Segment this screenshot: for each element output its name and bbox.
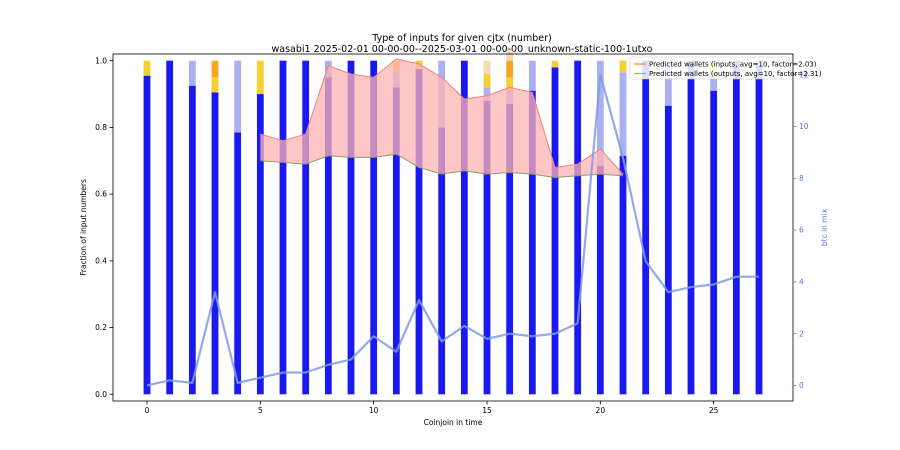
bar-fresh-27 — [755, 65, 763, 395]
bar-remix-17 — [528, 60, 536, 91]
x-tick-label-5: 5 — [258, 406, 263, 415]
bar-fresh-2 — [188, 85, 196, 395]
bar-peach-16 — [506, 50, 514, 61]
bar-remix-21 — [619, 72, 627, 156]
bar-fresh-1 — [166, 60, 174, 395]
wallets-inputs-line — [260, 58, 624, 175]
bar-yellow-21 — [619, 60, 627, 73]
y-tick-label-0.6: 0.6 — [95, 190, 107, 199]
title-group: Type of inputs for given cjtx (number) w… — [271, 33, 652, 55]
plot-frame — [112, 53, 794, 402]
bar-fresh-14 — [460, 60, 468, 395]
y-tick-label-0.8: 0.8 — [95, 123, 107, 132]
bar-fresh-11 — [392, 87, 400, 395]
bar-yellow-3 — [211, 77, 219, 93]
x-axis-label: Coinjoin in time — [424, 418, 483, 427]
bar-fresh-23 — [664, 105, 672, 395]
bar-fresh-12 — [415, 69, 423, 395]
y2-tick-label-4: 4 — [799, 277, 804, 286]
btc-in-mix-line — [146, 73, 759, 387]
wallet-band-area — [260, 59, 623, 178]
y2-axis-label: btc in mix — [820, 208, 829, 246]
bar-fresh-25 — [710, 90, 718, 395]
bar-yellow-16 — [506, 77, 514, 91]
bar-remix-23 — [664, 60, 672, 106]
bar-fresh-5 — [256, 94, 264, 395]
y-tick-label-1: 1.0 — [95, 56, 107, 65]
x-tick-label-20: 20 — [596, 406, 606, 415]
y-tick-label-0: 0.0 — [95, 390, 107, 399]
x-axis: 0 5 10 15 20 25 — [145, 401, 719, 415]
bars-layer — [143, 50, 763, 395]
x-tick-label-0: 0 — [145, 406, 150, 415]
bar-fresh-10 — [370, 60, 378, 395]
wallet-bands-layer — [260, 58, 624, 178]
y-axis-label: Fraction of input numbers — [79, 179, 88, 276]
y2-tick-label-0: 0 — [799, 381, 804, 390]
y-axis: 0.0 0.2 0.4 0.6 0.8 1.0 — [95, 56, 113, 399]
bar-peach-15 — [483, 60, 491, 75]
bar-fresh-8 — [324, 77, 332, 395]
chart-subtitle: wasabi1 2025-02-01 00-00-00--2025-03-01 … — [271, 44, 652, 55]
y2-tick-label-2: 2 — [799, 329, 804, 338]
bar-fresh-21 — [619, 155, 627, 395]
bar-yellow-5 — [256, 60, 264, 95]
bar-fresh-22 — [642, 60, 650, 395]
y-tick-label-0.4: 0.4 — [95, 256, 107, 265]
bar-fresh-13 — [438, 127, 446, 395]
legend-box — [629, 56, 791, 80]
x-tick-label-15: 15 — [482, 406, 492, 415]
bar-fresh-17 — [528, 90, 536, 395]
bar-yellow-18 — [551, 60, 559, 68]
bar-remix-2 — [188, 60, 196, 86]
chart-title: Type of inputs for given cjtx (number) — [371, 33, 551, 44]
bar-yellow-15 — [483, 74, 491, 88]
bar-fresh-26 — [732, 60, 740, 395]
bar-fresh-3 — [211, 92, 219, 395]
bar-fresh-19 — [574, 60, 582, 395]
bar-remix-4 — [234, 60, 242, 133]
bar-fresh-7 — [302, 60, 310, 395]
bar-fresh-6 — [279, 60, 287, 395]
y2-tick-label-10: 10 — [799, 122, 809, 131]
legend-label-inputs: Predicted wallets (inputs, avg=10, facto… — [649, 61, 817, 69]
bar-fresh-9 — [347, 60, 355, 395]
bar-remix-15 — [483, 87, 491, 101]
bar-remix-20 — [596, 60, 604, 166]
bar-fresh-4 — [234, 132, 242, 395]
bar-orange-3 — [211, 60, 219, 78]
bar-fresh-0 — [143, 75, 151, 395]
y2-tick-label-6: 6 — [799, 226, 804, 235]
wallets-outputs-line — [260, 153, 624, 178]
y-tick-label-0.2: 0.2 — [95, 323, 107, 332]
x-tick-label-10: 10 — [369, 406, 379, 415]
bar-orange-16 — [506, 60, 514, 78]
legend-label-outputs: Predicted wallets (outputs, avg=10, fact… — [649, 70, 822, 78]
y2-tick-label-12: 12 — [799, 70, 809, 79]
bar-yellow-0 — [143, 60, 151, 76]
legend: Predicted wallets (inputs, avg=10, facto… — [629, 56, 822, 80]
x-tick-label-25: 25 — [709, 406, 719, 415]
bar-fresh-15 — [483, 100, 491, 395]
bar-remix-25 — [710, 77, 718, 91]
y2-tick-label-8: 8 — [799, 174, 804, 183]
bar-fresh-20 — [596, 165, 604, 395]
bar-fresh-16 — [506, 104, 514, 395]
y2-axis: 0 2 4 6 8 10 12 — [793, 70, 809, 390]
bar-fresh-24 — [687, 60, 695, 395]
bar-fresh-18 — [551, 67, 559, 395]
btc-line-layer — [146, 73, 759, 387]
